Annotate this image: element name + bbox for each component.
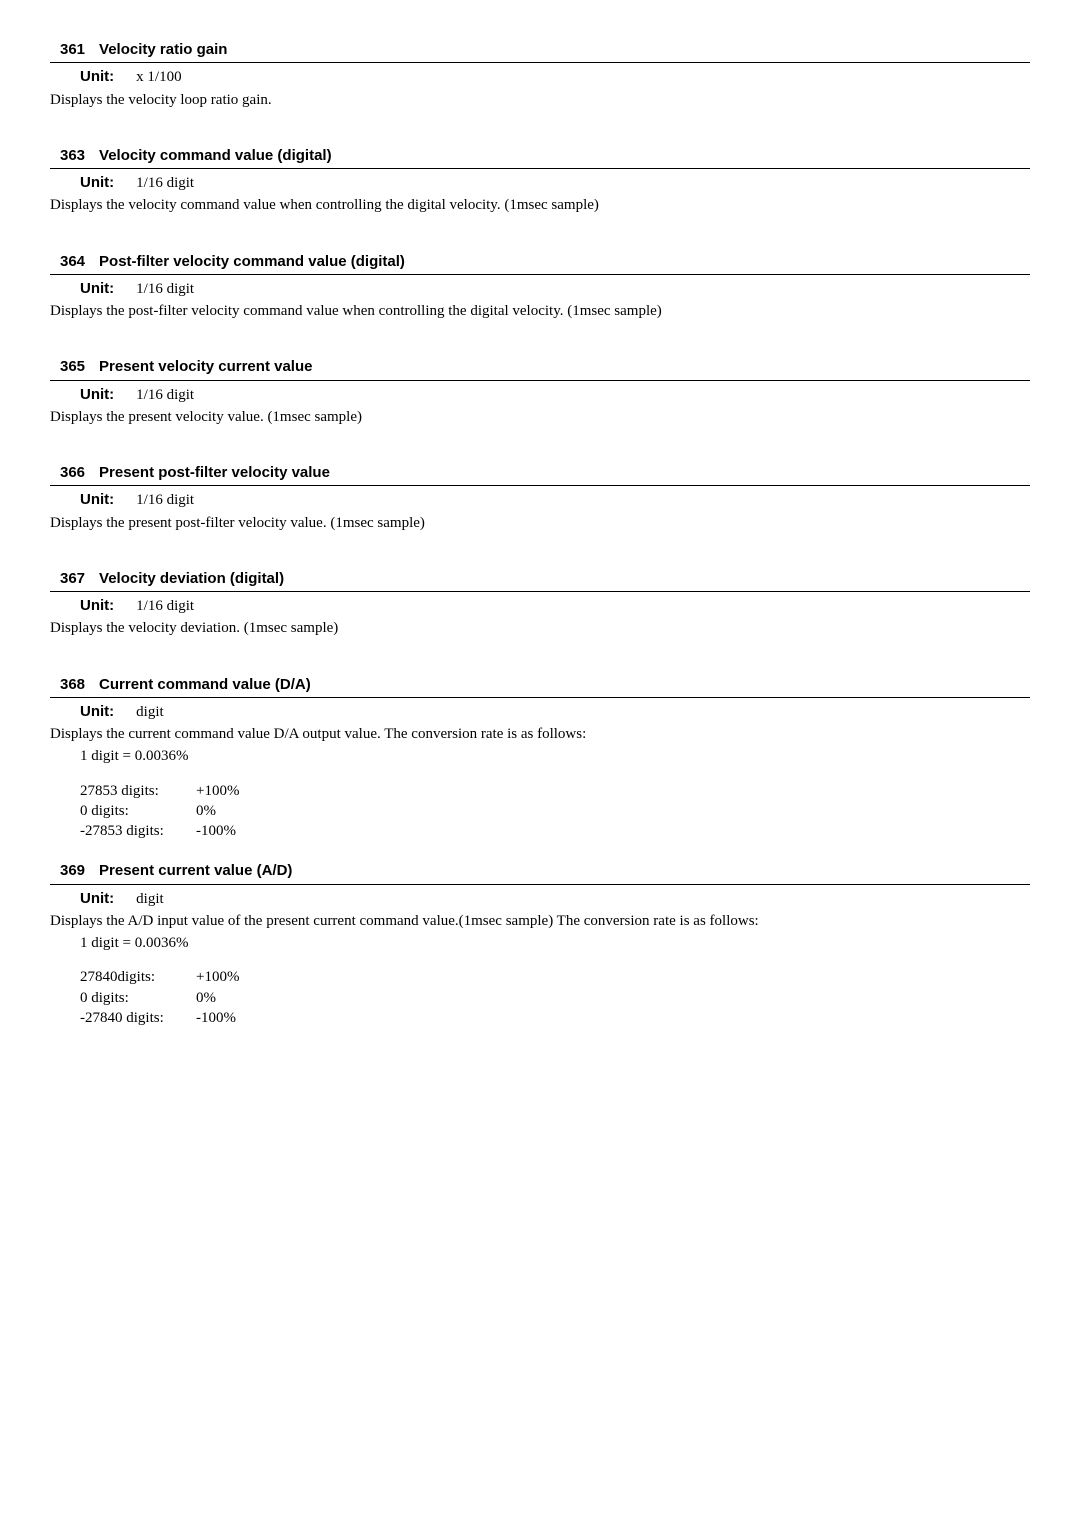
entry-number: 368 — [60, 675, 85, 695]
unit-label: Unit: — [80, 890, 114, 907]
unit-line: Unit: digit — [80, 889, 1030, 909]
table-cell-value: +100% — [196, 967, 245, 987]
entry-description: Displays the post-filter velocity comman… — [50, 301, 1030, 321]
entry-title: Post-filter velocity command value (digi… — [99, 253, 405, 270]
unit-label: Unit: — [80, 68, 114, 85]
unit-value: digit — [136, 704, 164, 720]
unit-line: Unit: digit — [80, 702, 1030, 722]
conversion-table: 27853 digits:+100%0 digits:0%-27853 digi… — [80, 781, 245, 842]
table-row: 27853 digits:+100% — [80, 781, 245, 801]
unit-value: 1/16 digit — [136, 175, 194, 191]
entry-361: 361 Velocity ratio gain Unit: x 1/100 Displa… — [50, 40, 1030, 110]
table-cell-label: 0 digits: — [80, 801, 196, 821]
unit-label: Unit: — [80, 280, 114, 297]
table-cell-label: -27840 digits: — [80, 1008, 196, 1028]
unit-value: 1/16 digit — [136, 598, 194, 614]
entry-heading: 369 Present current value (A/D) — [50, 861, 1030, 884]
unit-value: 1/16 digit — [136, 281, 194, 297]
unit-value: 1/16 digit — [136, 492, 194, 508]
unit-line: Unit: 1/16 digit — [80, 490, 1030, 510]
unit-label: Unit: — [80, 703, 114, 720]
entry-number: 361 — [60, 40, 85, 60]
entry-369: 369 Present current value (A/D) Unit: digit… — [50, 861, 1030, 1028]
table-cell-value: -100% — [196, 821, 245, 841]
entry-description: Displays the present velocity value. (1m… — [50, 407, 1030, 427]
entry-number: 364 — [60, 252, 85, 272]
entry-heading: 364 Post-filter velocity command value (d… — [50, 252, 1030, 275]
entry-title: Present current value (A/D) — [99, 862, 292, 879]
unit-line: Unit: 1/16 digit — [80, 596, 1030, 616]
entry-heading: 365 Present velocity current value — [50, 357, 1030, 380]
entry-365: 365 Present velocity current value Unit: 1/… — [50, 357, 1030, 427]
entry-description: Displays the A/D input value of the pres… — [50, 911, 1030, 931]
entry-title: Present post-filter velocity value — [99, 464, 330, 481]
entry-363: 363 Velocity command value (digital) Unit:… — [50, 146, 1030, 216]
document-container: 361 Velocity ratio gain Unit: x 1/100 Displa… — [50, 40, 1030, 1028]
entry-detail-line: 1 digit = 0.0036% — [80, 933, 1030, 953]
table-cell-value: +100% — [196, 781, 245, 801]
unit-value: digit — [136, 891, 164, 907]
unit-value: 1/16 digit — [136, 387, 194, 403]
entry-description: Displays the velocity deviation. (1msec … — [50, 618, 1030, 638]
table-row: -27853 digits:-100% — [80, 821, 245, 841]
entry-368: 368 Current command value (D/A) Unit: digit… — [50, 675, 1030, 842]
table-row: 0 digits:0% — [80, 801, 245, 821]
table-row: -27840 digits:-100% — [80, 1008, 245, 1028]
entry-title: Velocity command value (digital) — [99, 147, 332, 164]
entry-heading: 366 Present post-filter velocity value — [50, 463, 1030, 486]
table-cell-value: 0% — [196, 801, 245, 821]
entry-description: Displays the velocity command value when… — [50, 195, 1030, 215]
entry-number: 365 — [60, 357, 85, 377]
entry-366: 366 Present post-filter velocity value Uni… — [50, 463, 1030, 533]
entry-title: Velocity deviation (digital) — [99, 570, 284, 587]
table-row: 27840digits:+100% — [80, 967, 245, 987]
unit-line: Unit: 1/16 digit — [80, 173, 1030, 193]
entry-heading: 363 Velocity command value (digital) — [50, 146, 1030, 169]
entry-detail-line: 1 digit = 0.0036% — [80, 746, 1030, 766]
table-cell-label: 0 digits: — [80, 988, 196, 1008]
entry-heading: 361 Velocity ratio gain — [50, 40, 1030, 63]
unit-line: Unit: 1/16 digit — [80, 385, 1030, 405]
table-cell-value: 0% — [196, 988, 245, 1008]
entry-367: 367 Velocity deviation (digital) Unit: 1/16… — [50, 569, 1030, 639]
entry-number: 363 — [60, 146, 85, 166]
unit-line: Unit: 1/16 digit — [80, 279, 1030, 299]
unit-label: Unit: — [80, 174, 114, 191]
entry-title: Current command value (D/A) — [99, 676, 311, 693]
table-cell-label: 27840digits: — [80, 967, 196, 987]
unit-label: Unit: — [80, 491, 114, 508]
table-cell-label: -27853 digits: — [80, 821, 196, 841]
entry-title: Present velocity current value — [99, 358, 312, 375]
table-cell-value: -100% — [196, 1008, 245, 1028]
entry-364: 364 Post-filter velocity command value (d… — [50, 252, 1030, 322]
entry-number: 366 — [60, 463, 85, 483]
conversion-table: 27840digits:+100%0 digits:0%-27840 digit… — [80, 967, 245, 1028]
table-row: 0 digits:0% — [80, 988, 245, 1008]
unit-value: x 1/100 — [136, 69, 181, 85]
unit-line: Unit: x 1/100 — [80, 67, 1030, 87]
entry-heading: 368 Current command value (D/A) — [50, 675, 1030, 698]
unit-label: Unit: — [80, 597, 114, 614]
entry-description: Displays the velocity loop ratio gain. — [50, 90, 1030, 110]
entry-heading: 367 Velocity deviation (digital) — [50, 569, 1030, 592]
entry-number: 369 — [60, 861, 85, 881]
unit-label: Unit: — [80, 386, 114, 403]
entry-description: Displays the current command value D/A o… — [50, 724, 1030, 744]
entry-number: 367 — [60, 569, 85, 589]
entry-title: Velocity ratio gain — [99, 41, 227, 58]
table-cell-label: 27853 digits: — [80, 781, 196, 801]
entry-description: Displays the present post-filter velocit… — [50, 513, 1030, 533]
